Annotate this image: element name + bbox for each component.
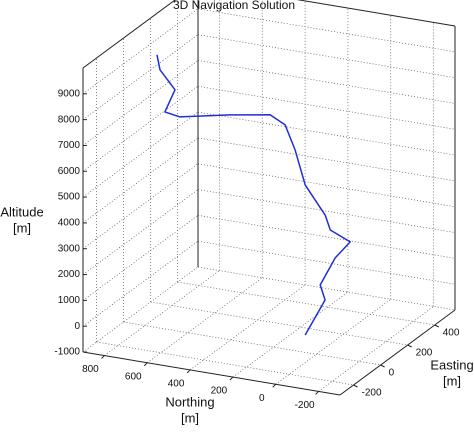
box-edge	[82, 0, 176, 69]
grid-line	[82, 215, 199, 301]
box-edge	[296, 0, 456, 27]
grid-line	[150, 301, 408, 346]
grid-line	[197, 189, 456, 233]
grid-line	[197, 85, 456, 130]
z-tick-label: 7000	[58, 140, 81, 151]
x-tick-label: 0	[259, 393, 265, 404]
x-tick-label: 200	[211, 386, 228, 397]
grid-line	[82, 266, 199, 353]
grid-line	[197, 34, 456, 78]
y-tick-label: -200	[362, 388, 382, 399]
z-tick-label: 1000	[58, 295, 81, 306]
tick-mark	[186, 369, 191, 374]
grid-line	[189, 284, 306, 371]
tick-mark	[315, 391, 319, 395]
tick-mark	[229, 376, 234, 381]
tick-mark	[380, 364, 385, 368]
x-axis-label: Northing	[165, 394, 214, 409]
grid-line	[82, 163, 199, 250]
box-edge	[82, 351, 341, 396]
tick-mark	[407, 344, 412, 348]
grid-line	[82, 111, 199, 198]
grid-line	[197, 8, 456, 53]
x-tick-label: -200	[295, 400, 315, 411]
z-tick-label: 5000	[58, 192, 81, 203]
z-tick-label: 6000	[58, 166, 81, 177]
tick-mark	[272, 383, 277, 388]
grid-line	[82, 240, 199, 327]
grid-line	[82, 34, 199, 120]
grid-line	[197, 215, 456, 259]
y-tick-label: 400	[443, 328, 460, 339]
grid-line	[197, 60, 456, 104]
tick-mark	[101, 355, 105, 359]
x-tick-label: 400	[168, 379, 185, 390]
tick-mark	[434, 324, 439, 328]
y-tick-label: 0	[389, 368, 395, 379]
grid-line	[82, 60, 199, 146]
grid-line	[197, 163, 456, 208]
grid-line	[82, 85, 199, 172]
x-tick-label: 800	[82, 364, 99, 375]
z-tick-label: 9000	[58, 88, 81, 99]
z-tick-label: 0	[74, 321, 80, 332]
grid-line	[104, 270, 220, 356]
grid-line	[197, 137, 456, 182]
tick-mark	[353, 384, 358, 388]
grid-line	[147, 277, 263, 364]
z-axis-label: Altitude	[0, 204, 43, 219]
z-tick-label: 3000	[58, 243, 81, 254]
x-axis-label: [m]	[181, 410, 199, 425]
z-tick-label: 2000	[58, 269, 81, 280]
grid-line	[82, 137, 199, 224]
z-tick-label: -1000	[54, 347, 80, 358]
trajectory	[156, 54, 351, 336]
grid-line	[82, 189, 199, 275]
grid-line	[177, 281, 435, 326]
grid-line	[197, 111, 456, 156]
z-tick-label: 4000	[58, 218, 81, 229]
z-axis-label: [m]	[13, 220, 31, 235]
grid-line	[275, 298, 391, 385]
y-axis-label: [m]	[443, 373, 461, 388]
grid-line	[197, 240, 456, 285]
x-tick-label: 600	[125, 371, 142, 382]
chart-title: 3D Navigation Solution	[173, 0, 295, 12]
grid-line	[123, 321, 381, 366]
grid-line	[82, 8, 199, 95]
box-edge	[339, 309, 456, 396]
z-tick-label: 8000	[58, 114, 81, 125]
y-axis-label: Easting	[430, 357, 473, 372]
grid-line	[232, 291, 349, 378]
y-tick-label: 200	[416, 348, 433, 359]
tick-mark	[143, 362, 148, 367]
